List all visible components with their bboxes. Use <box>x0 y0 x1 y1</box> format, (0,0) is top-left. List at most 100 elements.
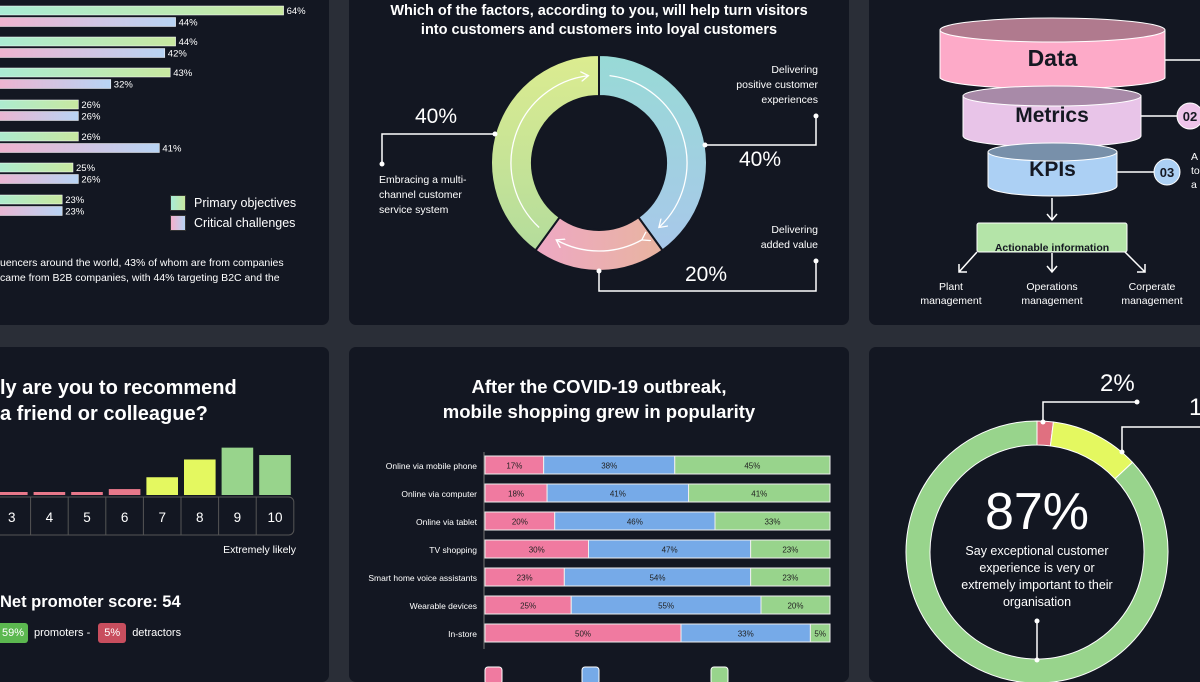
category-label: Online via computer <box>401 489 477 499</box>
leader-line <box>1121 426 1200 452</box>
data-label: 41% <box>751 490 767 499</box>
pct-label-11: 1 <box>1189 394 1200 421</box>
title-line: Which of the factors, according to you, … <box>390 3 808 19</box>
leader-dot <box>1119 449 1125 455</box>
actionable-label: Actionable information <box>994 242 1110 254</box>
data-label: 5% <box>814 630 826 639</box>
data-label: 20% <box>787 602 803 611</box>
leader-line <box>705 116 817 146</box>
leader-dot <box>1134 399 1140 405</box>
label-added-value: Delivering added value <box>760 224 818 251</box>
data-label: 64% <box>287 6 307 17</box>
legend-swatch <box>710 666 729 682</box>
nps-breakdown: 59% promoters - 5% detractors <box>0 623 181 643</box>
level-label-metrics: Metrics <box>1015 104 1089 127</box>
scale-tick: 4 <box>46 510 54 525</box>
cx-card: 2% 1 87% Say exceptional customer experie… <box>869 347 1200 682</box>
nps-bar <box>259 455 291 495</box>
data-label: 18% <box>508 490 524 499</box>
score-scale <box>0 496 295 536</box>
scale-tick: 9 <box>234 510 242 525</box>
factors-donut <box>379 53 819 292</box>
donut-slice <box>905 420 1169 682</box>
promoters-badge: 59% <box>0 623 29 643</box>
detractors-label: detractors <box>132 627 182 639</box>
bar <box>0 36 176 47</box>
level-label-data: Data <box>1027 45 1078 71</box>
legend-swatch <box>484 666 503 682</box>
big-percentage: 87% <box>984 483 1090 541</box>
category-label: Online via mobile phone <box>386 461 477 471</box>
nps-bar <box>184 459 216 495</box>
legend-primary: Primary objectives <box>170 195 296 211</box>
leader-line <box>598 261 817 292</box>
scale-tick: 7 <box>158 510 166 525</box>
stacked-bar-segment <box>760 595 831 615</box>
data-label: 25% <box>76 163 96 174</box>
pct-multichannel: 40% <box>415 105 458 128</box>
data-label: 33% <box>738 630 754 639</box>
pct-label-2: 2% <box>1100 370 1135 397</box>
bar <box>0 48 166 58</box>
scale-tick: 3 <box>8 510 16 525</box>
leader-dot <box>596 268 602 274</box>
category-label: Smart home voice assistants <box>368 573 477 583</box>
data-label: 17% <box>506 462 522 471</box>
leader-line <box>1042 401 1137 422</box>
bar <box>0 79 112 89</box>
level-label-kpis: KPIs <box>1029 158 1076 181</box>
nps-bar <box>108 489 141 495</box>
data-label: 41% <box>162 144 182 155</box>
leader-line <box>381 133 495 164</box>
chart-title: Which of the factors, according to you, … <box>349 2 849 40</box>
leader-dot <box>1034 657 1040 663</box>
stacked-bar-chart: Online via mobile phone 17% 38% 45% Online v… <box>368 452 831 682</box>
data-label: 43% <box>173 68 193 79</box>
cx-donut <box>905 399 1200 682</box>
output-plant: Plant management <box>920 281 982 307</box>
arrow-icons <box>958 198 1146 274</box>
output-operations: Operations management <box>1021 281 1083 307</box>
data-label: 23% <box>782 574 798 583</box>
chart-title: ly are you to recommend a friend or colle… <box>0 377 237 425</box>
data-label: 26% <box>81 175 101 186</box>
pct-positive-experiences: 40% <box>739 148 782 171</box>
data-label: 23% <box>782 546 798 555</box>
data-label: 26% <box>81 132 101 143</box>
category-label: In-store <box>448 629 477 639</box>
category-label: Online via tablet <box>416 517 478 527</box>
data-label: 33% <box>764 518 780 527</box>
objectives-chart: 64%44%43%26%26%25%23%44%42%32%26%41%26%2… <box>0 5 307 218</box>
data-label: 23% <box>65 195 85 206</box>
factors-card: Which of the factors, according to you, … <box>349 0 849 325</box>
nps-bar <box>33 492 66 495</box>
data-label: 42% <box>168 49 188 60</box>
badge-label: 02 <box>1182 109 1198 124</box>
data-label: 55% <box>658 602 674 611</box>
stacked-bar-segment <box>688 483 831 503</box>
bar <box>0 67 171 78</box>
leader-dot <box>1040 419 1046 425</box>
data-label: 25% <box>520 602 536 611</box>
bar <box>0 111 79 121</box>
mobile-shopping-card: After the COVID-19 outbreak, mobile shopp… <box>349 347 849 682</box>
scale-tick: 10 <box>267 510 282 525</box>
legend-critical: Critical challenges <box>170 215 295 231</box>
arrow-icon <box>556 240 642 252</box>
data-label: 46% <box>627 518 643 527</box>
bar <box>0 162 74 173</box>
data-label: 44% <box>179 18 199 29</box>
stacked-bar-segment <box>809 623 831 643</box>
stacked-bar-segment <box>674 455 831 475</box>
data-label: 23% <box>65 207 85 218</box>
funnel-level-kpis <box>987 151 1118 197</box>
category-label: Wearable devices <box>410 601 477 611</box>
detractors-badge: 5% <box>98 623 127 643</box>
scale-tick: 5 <box>83 510 91 525</box>
data-label: 45% <box>744 462 760 471</box>
objectives-card: 64% 44% 43% 26% 26% 25% 23% 44% 42% 32% 26% 41% 26% 2… <box>0 0 329 325</box>
data-label: 26% <box>81 112 101 123</box>
data-label: 26% <box>81 100 101 111</box>
nps-bar <box>221 447 254 495</box>
